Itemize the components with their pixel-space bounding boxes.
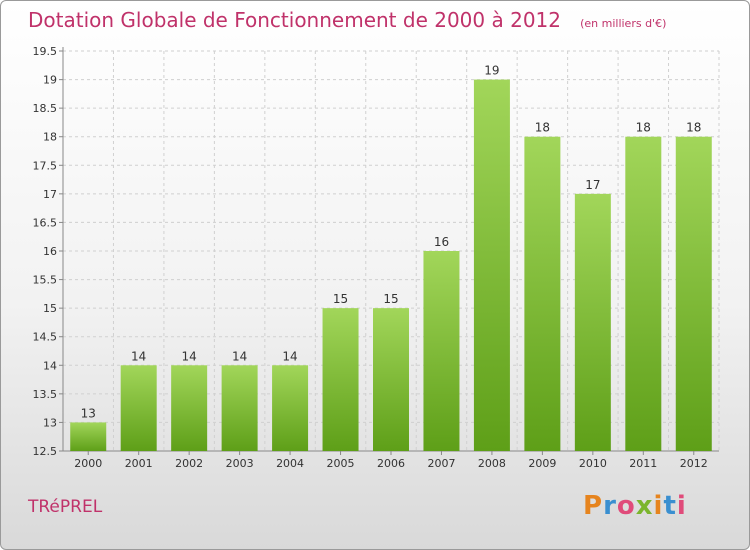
title-unit: (en milliers d'€) xyxy=(580,17,667,30)
logo-letter: i xyxy=(653,491,664,521)
bars xyxy=(70,79,712,452)
bar-value-label: 16 xyxy=(434,235,449,249)
bar xyxy=(524,136,561,451)
x-tick-label: 2008 xyxy=(478,457,506,470)
bar-value-label: 18 xyxy=(535,121,550,135)
y-tick-label: 18.5 xyxy=(33,102,58,115)
y-tick-label: 15.5 xyxy=(33,274,58,287)
x-tick-label: 2009 xyxy=(528,457,556,470)
y-tick-label: 18 xyxy=(43,131,57,144)
logo-letter: i xyxy=(676,491,687,521)
bar xyxy=(171,365,208,451)
bar-value-label: 17 xyxy=(585,178,600,192)
bar xyxy=(423,251,460,451)
y-tick-label: 19 xyxy=(43,74,57,87)
x-tick-label: 2012 xyxy=(680,457,708,470)
bar-value-label: 14 xyxy=(282,349,297,363)
y-tick-label: 15 xyxy=(43,302,57,315)
bar-value-label: 14 xyxy=(182,349,197,363)
axes: 12.5 13 13.5 14 14.5 15 15.5 16 16.5 17 17.5 18 18.5… xyxy=(33,45,719,458)
proxiti-logo[interactable]: Proxiti xyxy=(583,491,687,521)
y-tick-label: 14 xyxy=(43,359,57,372)
bar-value-label: 14 xyxy=(131,349,146,363)
x-tick-label: 2004 xyxy=(276,457,304,470)
x-tick-label: 2010 xyxy=(579,457,607,470)
commune-name: TRéPREL xyxy=(28,497,103,517)
y-tick-label: 12.5 xyxy=(33,445,58,458)
bar-value-label: 15 xyxy=(383,292,398,306)
x-tick-label: 2006 xyxy=(377,457,405,470)
bar xyxy=(625,136,662,451)
labels: 13 2000 14 2001 14 2002 14 2003 14 2004 15 2005 15 20… xyxy=(74,64,708,470)
y-tick-label: 19.5 xyxy=(33,45,58,58)
bar-value-label: 19 xyxy=(484,64,499,78)
bar-value-label: 14 xyxy=(232,349,247,363)
bar xyxy=(373,308,409,451)
bar xyxy=(120,365,157,451)
x-tick-label: 2011 xyxy=(629,457,657,470)
y-tick-label: 14.5 xyxy=(33,331,58,344)
bar xyxy=(473,79,510,452)
title-main: Dotation Globale de Fonctionnement de 20… xyxy=(28,8,561,32)
x-tick-label: 2007 xyxy=(427,457,455,470)
y-tick-label: 13 xyxy=(43,416,57,429)
bar xyxy=(675,136,712,451)
bar-value-label: 18 xyxy=(636,121,651,135)
logo-letter: o xyxy=(616,491,636,521)
bar xyxy=(322,308,359,451)
logo-letter: P xyxy=(583,491,604,521)
x-tick-label: 2000 xyxy=(74,457,102,470)
x-tick-label: 2002 xyxy=(175,457,203,470)
x-tick-label: 2001 xyxy=(125,457,153,470)
bar xyxy=(272,365,309,451)
bar xyxy=(70,422,107,451)
y-tick-label: 17 xyxy=(43,188,57,201)
x-tick-label: 2005 xyxy=(327,457,355,470)
y-tick-label: 13.5 xyxy=(33,388,58,401)
y-tick-label: 16.5 xyxy=(33,216,58,229)
logo-letter: t xyxy=(663,491,677,521)
logo-letter: r xyxy=(603,491,617,521)
bar-value-label: 13 xyxy=(81,406,96,420)
bar xyxy=(574,193,611,451)
bar xyxy=(221,365,258,451)
bar-value-label: 18 xyxy=(686,121,701,135)
y-tick-label: 17.5 xyxy=(33,159,58,172)
chart-title: Dotation Globale de Fonctionnement de 20… xyxy=(28,8,666,32)
x-tick-label: 2003 xyxy=(226,457,254,470)
y-tick-label: 16 xyxy=(43,245,57,258)
logo-letter: x xyxy=(635,491,654,521)
bar-value-label: 15 xyxy=(333,292,348,306)
